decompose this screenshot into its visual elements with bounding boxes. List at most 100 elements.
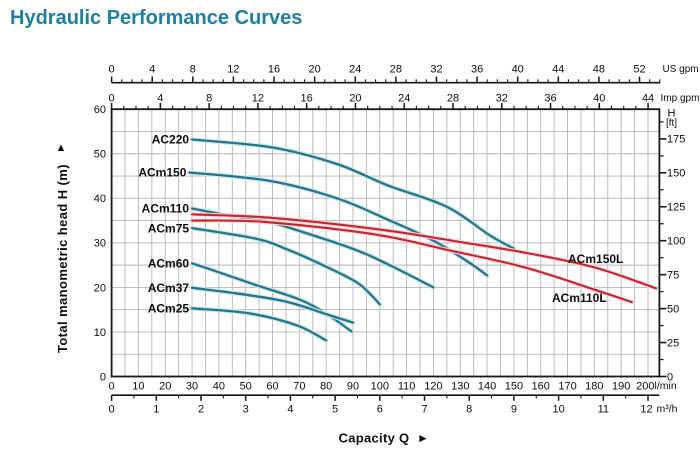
tick-label-imp-gpm: 20	[349, 92, 361, 104]
axis-unit-lmin: l/min	[655, 380, 677, 392]
x-axis-title: Capacity Q	[339, 431, 410, 446]
curve-label-ACm150L: ACm150L	[568, 252, 623, 266]
tick-label-imp-gpm: 12	[252, 92, 264, 104]
curve-label-ACm110: ACm110	[142, 202, 190, 216]
tick-label-us-gpm: 40	[512, 63, 524, 75]
tick-label-us-gpm: 24	[349, 63, 361, 75]
tick-label-us-gpm: 8	[190, 63, 196, 75]
tick-label-imp-gpm: 28	[447, 92, 459, 104]
tick-label-lmin: 120	[424, 380, 442, 392]
curve-ACm150L	[191, 213, 658, 290]
tick-label-lmin: 50	[240, 380, 252, 392]
tick-label-m3h: 12	[640, 403, 652, 415]
tick-label-m3h: 9	[511, 403, 517, 415]
tick-label-lmin: 150	[505, 380, 523, 392]
tick-label-us-gpm: 52	[633, 63, 645, 75]
tick-label-us-gpm: 36	[471, 63, 483, 75]
plot-border	[110, 108, 661, 378]
tick-label-head-ft: 75	[667, 270, 679, 282]
axis-unit-imp-gpm: Imp gpm	[661, 93, 700, 104]
tick-label-lmin: 10	[132, 380, 144, 392]
tick-label-lmin: 90	[347, 380, 359, 392]
tick-label-imp-gpm: 36	[544, 92, 556, 104]
tick-label-lmin: 200	[636, 380, 654, 392]
tick-label-us-gpm: 4	[149, 63, 155, 75]
axis-unit-us-gpm: US gpm	[663, 64, 699, 75]
curve-label-AC220: AC220	[152, 133, 190, 147]
tick-label-m3h: 3	[243, 403, 249, 415]
tick-label-m3h: 1	[153, 403, 159, 415]
tick-label-m3h: 2	[198, 403, 204, 415]
tick-label-head-m: 60	[94, 104, 106, 116]
tick-label-head-m: 30	[94, 238, 106, 250]
y-axis-title: Total manometric head H (m)	[55, 164, 70, 353]
tick-label-head-m: 20	[94, 282, 106, 294]
curve-AC220	[190, 138, 516, 250]
tick-label-imp-gpm: 44	[642, 92, 654, 104]
x-axis-arrow-icon: ►	[417, 431, 429, 445]
tick-label-imp-gpm: 32	[496, 92, 508, 104]
tick-label-head-ft: 100	[667, 236, 685, 248]
curve-label-ACm75: ACm75	[148, 221, 190, 235]
tick-label-lmin: 70	[293, 380, 305, 392]
curve-ACm110L	[191, 219, 633, 304]
tick-label-head-m: 40	[94, 193, 106, 205]
y-axis-arrow-icon: ▲	[56, 142, 67, 154]
axis-unit-m3h: m³/h	[657, 403, 678, 415]
tick-label-us-gpm: 48	[593, 63, 605, 75]
tick-label-head-ft: 0	[667, 371, 673, 383]
tick-label-imp-gpm: 4	[157, 92, 163, 104]
tick-label-lmin: 60	[266, 380, 278, 392]
tick-label-head-ft: 175	[667, 134, 685, 146]
curve-ACm37	[190, 286, 355, 324]
tick-label-m3h: 4	[287, 403, 293, 415]
curve-ACm75	[190, 226, 381, 306]
curve-label-ACm25: ACm25	[148, 302, 190, 316]
curve-ACm25	[190, 307, 328, 342]
tick-label-head-ft: 150	[667, 168, 685, 180]
tick-label-imp-gpm: 24	[398, 92, 410, 104]
tick-label-m3h: 8	[466, 403, 472, 415]
axis-unit-ft-h: H	[668, 107, 676, 119]
axis-unit-ft: [ft]	[666, 118, 677, 129]
tick-label-lmin: 40	[213, 380, 225, 392]
tick-label-m3h: 6	[377, 403, 383, 415]
tick-label-us-gpm: 0	[109, 63, 115, 75]
tick-label-us-gpm: 44	[552, 63, 564, 75]
tick-label-head-ft: 25	[667, 337, 679, 349]
tick-label-us-gpm: 28	[390, 63, 402, 75]
tick-label-imp-gpm: 8	[206, 92, 212, 104]
tick-label-head-ft: 50	[667, 303, 679, 315]
page-title: Hydraulic Performance Curves	[10, 7, 303, 29]
tick-label-us-gpm: 12	[227, 63, 239, 75]
tick-label-lmin: 170	[558, 380, 576, 392]
tick-label-m3h: 10	[552, 403, 564, 415]
tick-label-head-m: 50	[94, 149, 106, 161]
tick-label-lmin: 110	[398, 380, 416, 392]
curve-label-ACm37: ACm37	[148, 281, 190, 295]
tick-label-lmin: 190	[612, 380, 630, 392]
curve-label-ACm60: ACm60	[148, 257, 190, 271]
tick-label-head-m: 0	[100, 371, 106, 383]
tick-label-lmin: 160	[532, 380, 550, 392]
tick-label-head-m: 10	[94, 327, 106, 339]
tick-label-us-gpm: 32	[430, 63, 442, 75]
curve-label-ACm150: ACm150	[138, 166, 186, 180]
tick-label-lmin: 30	[186, 380, 198, 392]
tick-label-m3h: 5	[332, 403, 338, 415]
tick-label-m3h: 0	[109, 403, 115, 415]
tick-label-lmin: 130	[451, 380, 469, 392]
tick-label-m3h: 11	[598, 403, 609, 415]
tick-label-m3h: 7	[421, 403, 427, 415]
tick-label-lmin: 20	[159, 380, 171, 392]
curve-ACm150	[188, 171, 489, 277]
curve-label-ACm110L: ACm110L	[552, 291, 607, 305]
tick-label-imp-gpm: 16	[301, 92, 313, 104]
tick-label-us-gpm: 16	[268, 63, 280, 75]
tick-label-lmin: 0	[109, 380, 115, 392]
tick-label-imp-gpm: 0	[109, 92, 115, 104]
tick-label-lmin: 180	[585, 380, 603, 392]
